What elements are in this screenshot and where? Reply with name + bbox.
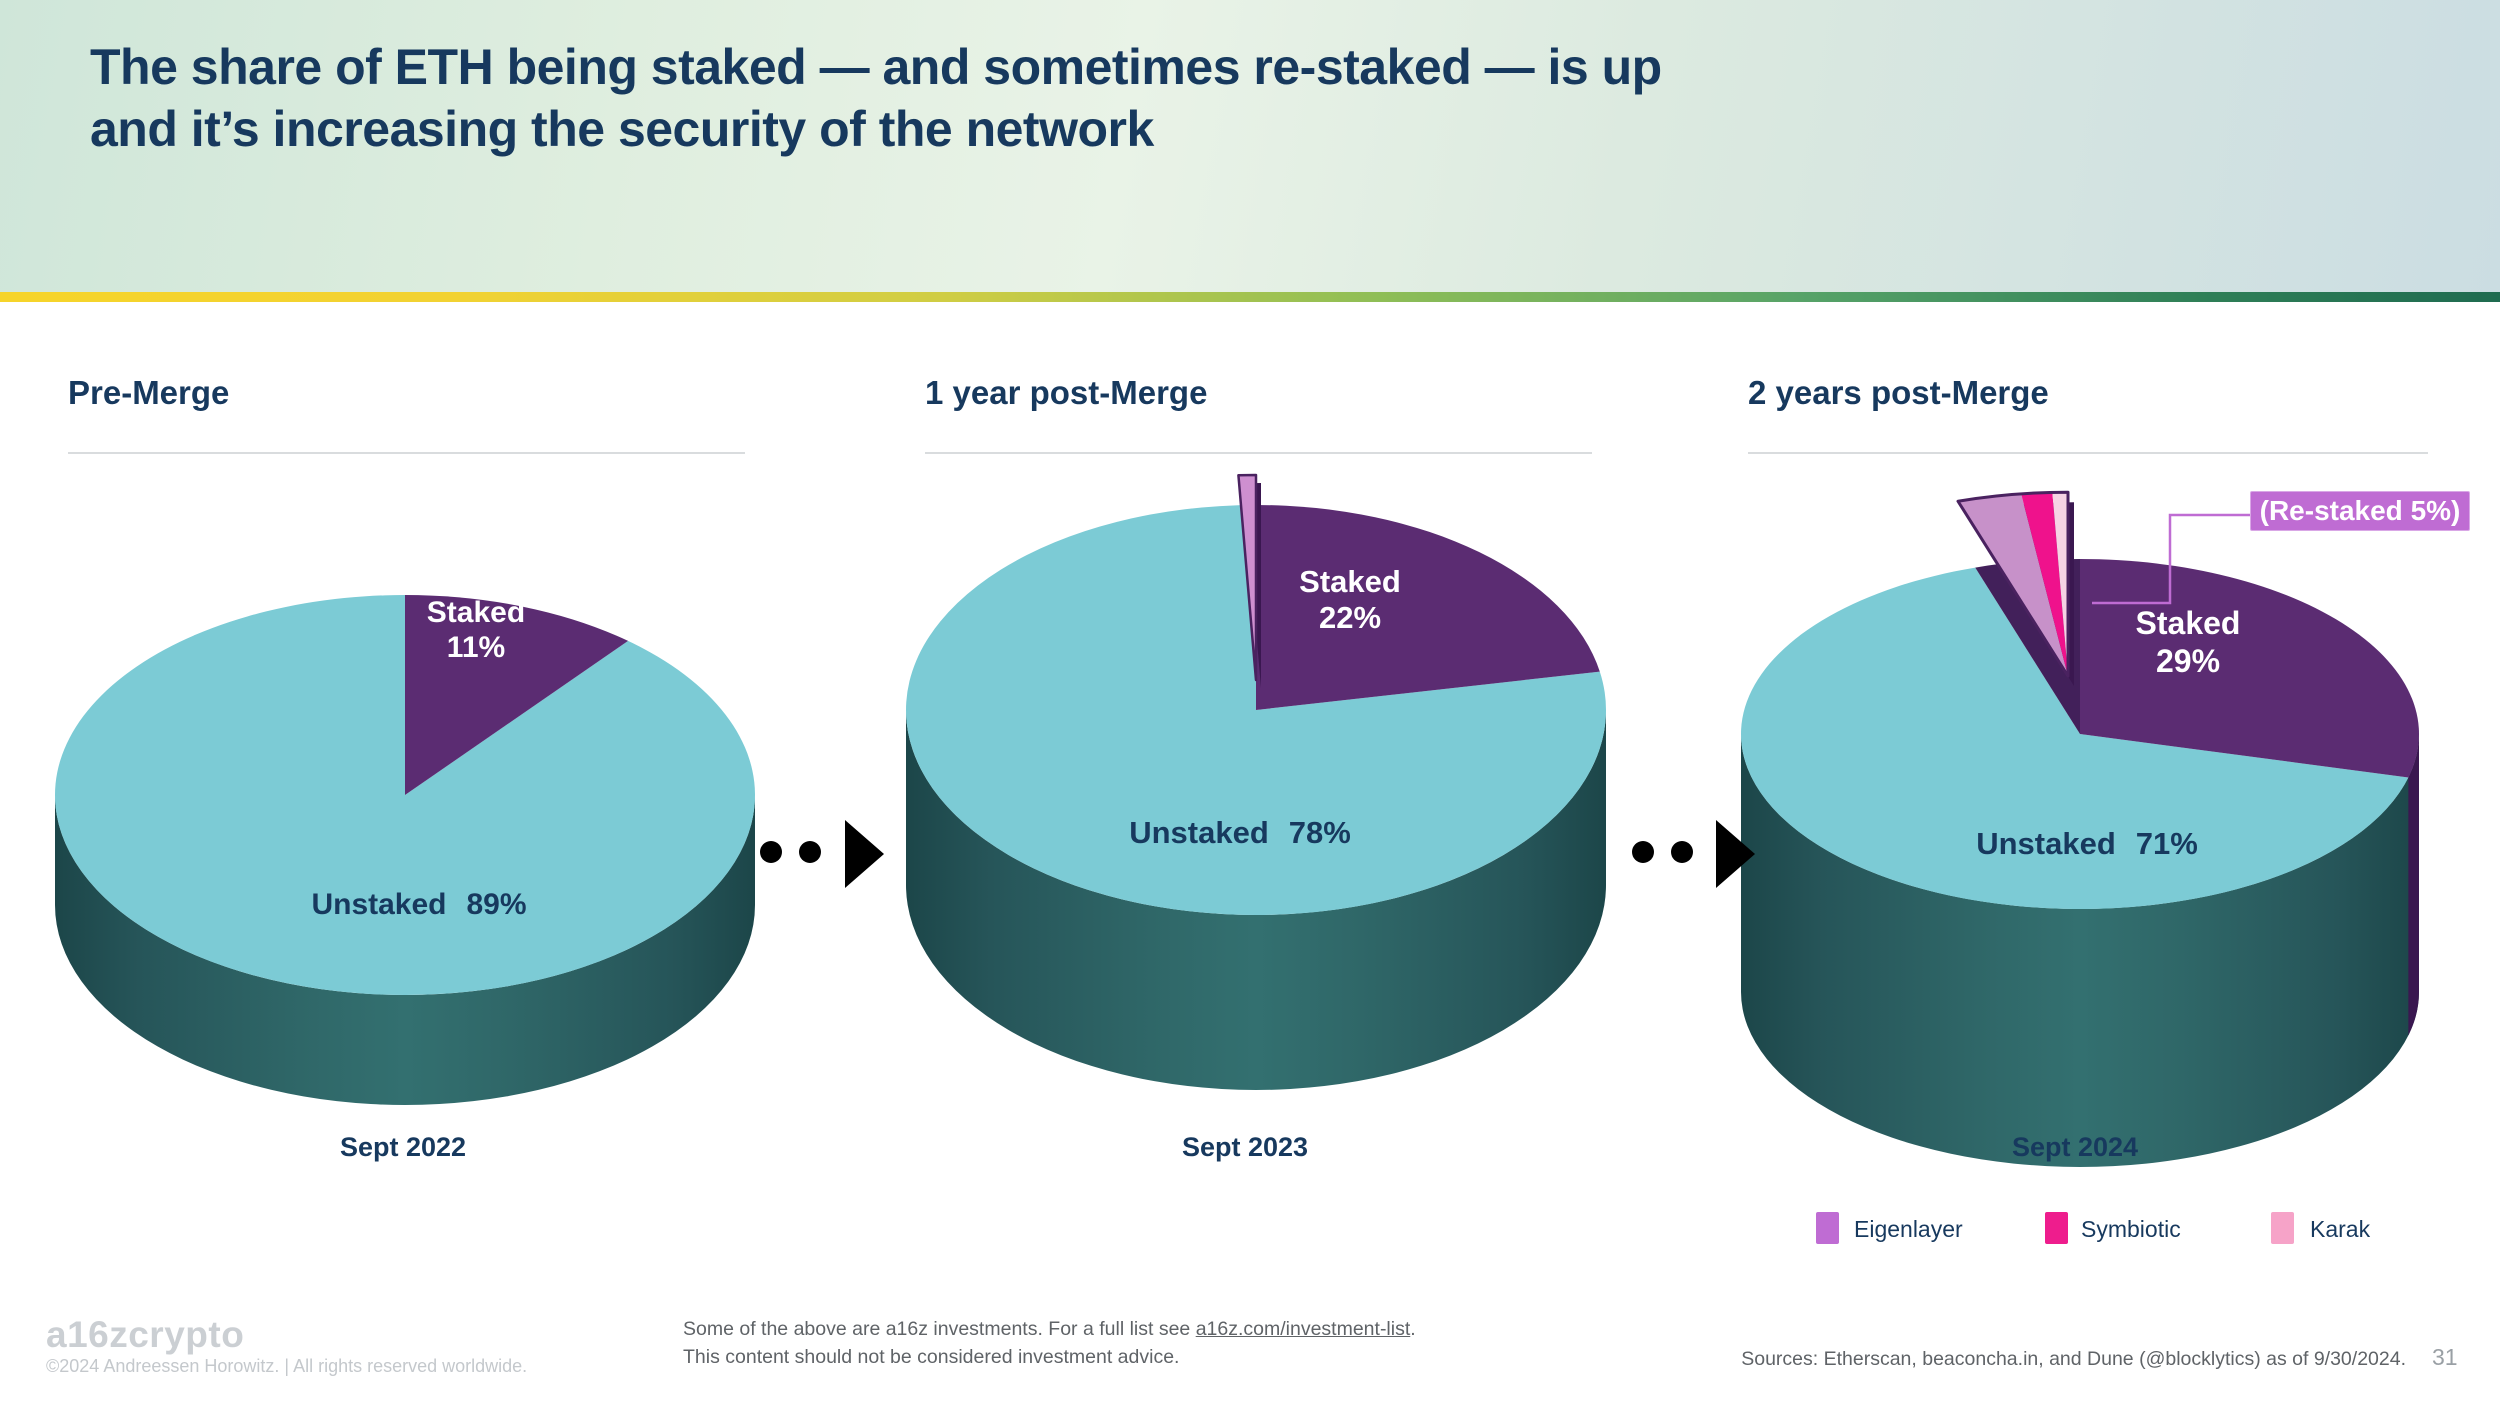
page-number: 31 <box>2432 1344 2458 1370</box>
slide-title: The share of ETH being staked — and some… <box>90 36 2420 160</box>
pie3-unstaked-word: Unstaked <box>1976 826 2116 861</box>
pie3-unstaked-label: Unstaked 71% <box>1917 826 2257 862</box>
pie1-unstaked-pct: 89% <box>466 888 527 921</box>
pie3-staked-label: Staked 29% <box>2098 604 2278 680</box>
disclaimer-suffix: . <box>1410 1318 1416 1340</box>
pie3-date-label: Sept 2024 <box>2011 1132 2139 1162</box>
legend-swatch-karak <box>2271 1212 2294 1244</box>
pie1-unstaked-word: Unstaked <box>311 888 447 921</box>
pie1-staked-word: Staked <box>426 596 526 629</box>
legend-swatch-symbiotic <box>2045 1212 2068 1244</box>
pie2-staked-word: Staked <box>1299 564 1401 599</box>
panel-heading-2yr: 2 years post-Merge <box>1748 374 2049 411</box>
pie2-staked-pct: 22% <box>1318 600 1382 635</box>
pie3-staked-word: Staked <box>2135 605 2241 641</box>
a16zcrypto-logo: a16zcrypto <box>46 1314 245 1355</box>
legend-swatch-eigenlayer <box>1816 1212 1839 1244</box>
pie-chart-pre-merge <box>54 595 756 1105</box>
pie-chart-2yr-post <box>1740 490 2419 1167</box>
pie1-date-label: Sept 2022 <box>339 1132 467 1162</box>
transition-arrow-1-icon <box>760 820 884 888</box>
header-band: The share of ETH being staked — and some… <box>0 0 2500 292</box>
pie2-unstaked-pct: 78% <box>1288 815 1351 850</box>
accent-gradient-strip <box>0 292 2500 302</box>
disclaimer-prefix: Some of the above are a16z investments. … <box>683 1318 1196 1340</box>
copyright-text: ©2024 Andreessen Horowitz. | All rights … <box>46 1356 528 1376</box>
panel-heading-pre-merge: Pre-Merge <box>68 374 230 411</box>
disclaimer-line-1: Some of the above are a16z investments. … <box>683 1318 1416 1341</box>
title-line-2: and it’s increasing the security of the … <box>90 101 1154 157</box>
pie2-staked-label: Staked 22% <box>1260 564 1440 636</box>
panel-divider-3 <box>1748 452 2428 454</box>
panel-heading-1yr: 1 year post-Merge <box>925 374 1208 411</box>
panel-divider-2 <box>925 452 1592 454</box>
restaked-callout-badge: (Re-staked 5%) <box>2250 491 2470 531</box>
investment-list-link[interactable]: a16z.com/investment-list <box>1195 1318 1411 1340</box>
pie1-unstaked-label: Unstaked 89% <box>249 888 589 922</box>
legend-label-eigenlayer: Eigenlayer <box>1854 1216 1963 1242</box>
pie1-staked-pct: 11% <box>446 631 506 664</box>
title-line-1: The share of ETH being staked — and some… <box>90 39 1662 95</box>
transition-arrow-2-icon <box>1632 820 1755 888</box>
panel-divider-1 <box>68 452 745 454</box>
pie2-date-label: Sept 2023 <box>1181 1132 1309 1162</box>
pie1-staked-label: Staked 11% <box>396 595 556 665</box>
pie2-unstaked-word: Unstaked <box>1129 815 1269 850</box>
legend-label-symbiotic: Symbiotic <box>2081 1216 2181 1242</box>
pie2-unstaked-label: Unstaked 78% <box>1070 815 1410 851</box>
pie3-unstaked-pct: 71% <box>2135 826 2198 861</box>
sources-text: Sources: Etherscan, beaconcha.in, and Du… <box>1741 1348 2406 1370</box>
disclaimer-line-2: This content should not be considered in… <box>683 1346 1180 1368</box>
legend-label-karak: Karak <box>2310 1216 2371 1242</box>
pie-chart-1yr-post <box>906 473 1606 1090</box>
pie3-staked-pct: 29% <box>2155 643 2221 679</box>
